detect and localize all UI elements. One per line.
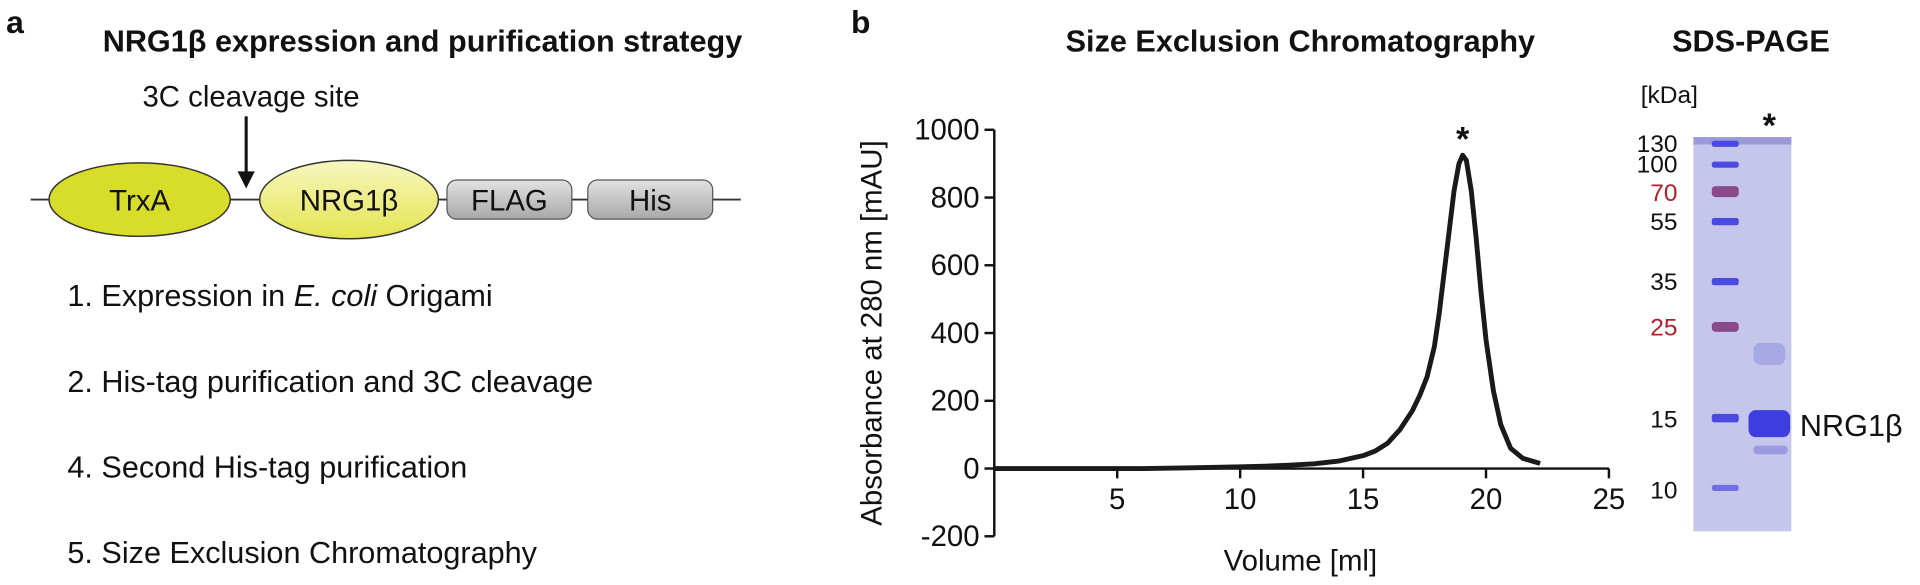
panel-title: NRG1β expression and purification strate… xyxy=(103,24,743,58)
sample-band xyxy=(1748,410,1791,438)
x-axis-label: Volume [ml] xyxy=(1224,545,1377,578)
ladder-band xyxy=(1711,277,1739,286)
step: 5. Size Exclusion Chromatography xyxy=(67,536,537,570)
domain-label: FLAG xyxy=(471,185,548,218)
step-text: 4. Second His-tag purification xyxy=(67,451,467,485)
plot: -200 0 200 400 600 800 1000 5 10 15 20 25 * xyxy=(914,114,1625,554)
sample-band xyxy=(1753,445,1788,455)
gel xyxy=(1693,137,1792,532)
x-tick-label: 15 xyxy=(1347,483,1380,516)
step-text: 2. His-tag purification and 3C cleavage xyxy=(67,365,593,399)
sample-band xyxy=(1753,342,1786,365)
domain xyxy=(258,159,440,240)
ladder-band xyxy=(1711,322,1739,332)
y-tick-label: 600 xyxy=(931,249,980,282)
site-label: 3C cleavage site xyxy=(142,81,359,114)
domain-label: NRG1β xyxy=(300,185,399,218)
ladder xyxy=(1711,140,1739,491)
step-text: E. coli xyxy=(294,279,379,313)
domain xyxy=(48,162,231,238)
domain-label: His xyxy=(629,185,671,218)
gel-unit: [kDa] xyxy=(1641,82,1698,109)
annotation: * xyxy=(1456,120,1470,158)
ladder-band xyxy=(1711,186,1739,198)
marker-label: 100 xyxy=(1637,152,1678,179)
y-tick-label: 1000 xyxy=(914,114,979,147)
x-tick-label: 20 xyxy=(1470,483,1503,516)
domain xyxy=(587,179,714,220)
line xyxy=(994,152,1541,471)
step-text: Origami xyxy=(377,279,493,313)
y-tick-label: 0 xyxy=(963,452,979,485)
step-list: 1. Expression in E. coli Origami 2. His-t… xyxy=(67,279,593,570)
gel-title: SDS-PAGE xyxy=(1672,24,1830,58)
marker-label: 55 xyxy=(1650,209,1677,236)
ladder-band xyxy=(1711,140,1739,147)
arrow-head xyxy=(237,171,255,189)
step: 1. Expression in E. coli Origami xyxy=(67,279,492,313)
x-tick-label: 5 xyxy=(1109,483,1125,516)
x-tick-label: 10 xyxy=(1224,483,1257,516)
y-tick-label: 800 xyxy=(931,181,980,214)
marker-label: 10 xyxy=(1650,477,1677,504)
domain-label: TrxA xyxy=(109,185,170,218)
domain xyxy=(446,179,573,220)
ladder-band xyxy=(1711,217,1739,226)
marker-labels: 130 100 70 55 35 25 15 10 xyxy=(1637,131,1678,505)
marker-label: 70 xyxy=(1650,180,1677,207)
ladder-band xyxy=(1711,161,1739,168)
chart-title: Size Exclusion Chromatography xyxy=(1066,24,1535,58)
ladder-band xyxy=(1711,413,1739,423)
step: 2. His-tag purification and 3C cleavage xyxy=(67,365,593,399)
y-tick-label: -200 xyxy=(921,520,980,553)
marker-label: 15 xyxy=(1650,406,1677,433)
step: 4. Second His-tag purification xyxy=(67,451,467,485)
ladder-band xyxy=(1711,484,1739,491)
y-axis-label: Absorbance at 280 nm [mAU] xyxy=(856,140,889,525)
marker-label: 35 xyxy=(1650,269,1677,296)
x-tick-label: 25 xyxy=(1593,483,1626,516)
gel-top xyxy=(1693,137,1792,145)
y-tick-label: 200 xyxy=(931,385,980,418)
panel-label: b xyxy=(851,4,870,40)
marker-label: 130 xyxy=(1637,131,1678,158)
marker-label: 25 xyxy=(1650,314,1677,341)
lane-mark: * xyxy=(1763,107,1777,145)
y-tick-label: 400 xyxy=(931,317,980,350)
step-text: 5. Size Exclusion Chromatography xyxy=(67,536,537,570)
band-label: NRG1β xyxy=(1800,409,1903,443)
step-text: 1. Expression in xyxy=(67,279,293,313)
panel-label: a xyxy=(6,4,24,40)
